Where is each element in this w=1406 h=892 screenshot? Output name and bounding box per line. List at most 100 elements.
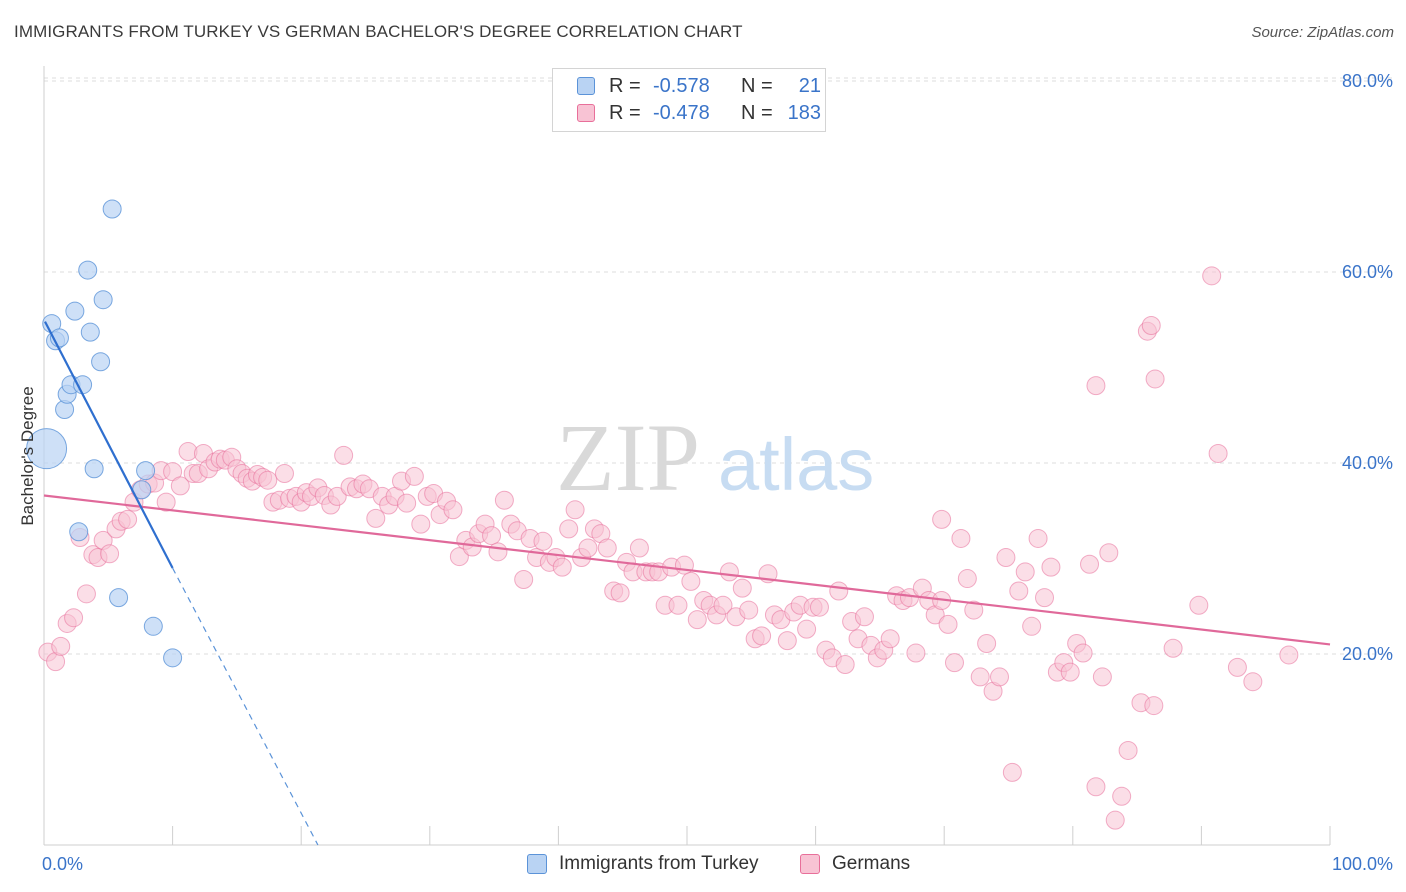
germans-point: [1086, 376, 1106, 396]
germans-point: [1279, 645, 1299, 665]
germans-point: [404, 466, 424, 486]
germans-point: [854, 607, 874, 627]
germans-point: [1202, 266, 1222, 286]
germans-point: [977, 633, 997, 653]
legend-r-label: R =: [609, 74, 641, 97]
germans-point: [1022, 616, 1042, 636]
germans-point: [156, 492, 176, 512]
y-tick-label: 60.0%: [1342, 262, 1393, 282]
turkey-point: [84, 459, 104, 479]
turkey-point: [136, 461, 156, 481]
germans-point: [970, 667, 990, 687]
germans-point: [957, 569, 977, 589]
germans-point: [1144, 696, 1164, 716]
turkey-points: [26, 199, 183, 668]
legend-swatch-germans: [577, 104, 595, 122]
x-tick-label: 100.0%: [1332, 854, 1393, 874]
germans-point: [944, 653, 964, 673]
germans-point: [533, 531, 553, 551]
germans-point: [752, 626, 772, 646]
turkey-point: [91, 352, 111, 372]
germans-point: [597, 538, 617, 558]
germans-point: [559, 519, 579, 539]
germans-point: [777, 631, 797, 651]
germans-point: [76, 584, 96, 604]
germans-point: [1035, 588, 1055, 608]
legend-row-turkey: R = -0.578 N = 21: [577, 75, 821, 97]
germans-point: [1028, 528, 1048, 548]
gridlines: [44, 77, 1392, 655]
bottom-legend-swatch-turkey: [527, 854, 547, 874]
y-tick-label: 80.0%: [1342, 71, 1393, 91]
germans-point: [411, 514, 431, 534]
bottom-legend-swatch-germans: [800, 854, 820, 874]
legend: R = -0.578 N = 21 R = -0.478 N = 183: [552, 68, 826, 132]
y-axis-label: Bachelor's Degree: [18, 386, 37, 526]
chart-source: Source: ZipAtlas.com: [1251, 24, 1394, 41]
germans-point: [739, 600, 759, 620]
germans-point: [1041, 557, 1061, 577]
germans-point: [687, 610, 707, 630]
germans-point: [1015, 562, 1035, 582]
germans-point: [64, 608, 84, 628]
germans-point: [397, 493, 417, 513]
turkey-point: [163, 648, 183, 668]
turkey-point: [102, 199, 122, 219]
germans-point: [366, 508, 386, 528]
germans-point: [932, 509, 952, 529]
bottom-legend-label-germans: Germans: [832, 853, 911, 874]
germans-point: [1099, 543, 1119, 563]
legend-n-value: 21: [798, 74, 821, 97]
bottom-legend-label-turkey: Immigrants from Turkey: [559, 853, 759, 874]
germans-point: [552, 557, 572, 577]
germans-point: [1141, 315, 1161, 335]
germans-point: [732, 578, 752, 598]
turkey-point: [143, 616, 163, 636]
germans-point: [1189, 595, 1209, 615]
legend-n-label: N =: [741, 74, 773, 97]
germans-point: [488, 542, 508, 562]
turkey-point: [80, 322, 100, 342]
germans-point: [1208, 443, 1228, 463]
turkey-trend-line: [44, 321, 174, 569]
germans-point: [1145, 369, 1165, 389]
legend-swatch-turkey: [577, 77, 595, 95]
germans-point: [514, 570, 534, 590]
turkey-point: [65, 301, 85, 321]
axis-ticks: 20.0% 40.0% 60.0% 80.0% 0.0% 100.0%: [42, 71, 1393, 874]
germans-point: [1086, 777, 1106, 797]
germans-point: [829, 581, 849, 601]
legend-r-value: -0.478: [653, 101, 710, 124]
germans-point: [880, 629, 900, 649]
germans-point: [258, 470, 278, 490]
germans-point: [334, 445, 354, 465]
germans-point: [1227, 657, 1247, 677]
germans-point: [906, 643, 926, 663]
germans-point: [1092, 667, 1112, 687]
germans-point: [443, 500, 463, 520]
germans-point: [1060, 662, 1080, 682]
chart-title: IMMIGRANTS FROM TURKEY VS GERMAN BACHELO…: [14, 22, 743, 41]
germans-point: [809, 597, 829, 617]
germans-point: [938, 614, 958, 634]
germans-point: [629, 538, 649, 558]
bottom-legend-turkey: Immigrants from Turkey: [527, 852, 759, 876]
turkey-point: [109, 588, 129, 608]
turkey-point: [73, 375, 93, 395]
germans-point: [797, 619, 817, 639]
watermark-atlas: atlas: [718, 423, 874, 506]
turkey-point: [69, 522, 89, 542]
germans-point: [964, 600, 984, 620]
bottom-legend-germans: Germans: [800, 852, 910, 876]
y-tick-label: 20.0%: [1342, 644, 1393, 664]
germans-point: [118, 509, 138, 529]
germans-point: [951, 528, 971, 548]
watermark-zip: ZIP: [556, 404, 700, 511]
legend-row-germans: R = -0.478 N = 183: [577, 102, 821, 124]
legend-n-value: 183: [787, 101, 821, 124]
germans-points: [38, 266, 1299, 830]
germans-point: [1073, 643, 1093, 663]
germans-point: [1163, 638, 1183, 658]
germans-point: [449, 547, 469, 567]
